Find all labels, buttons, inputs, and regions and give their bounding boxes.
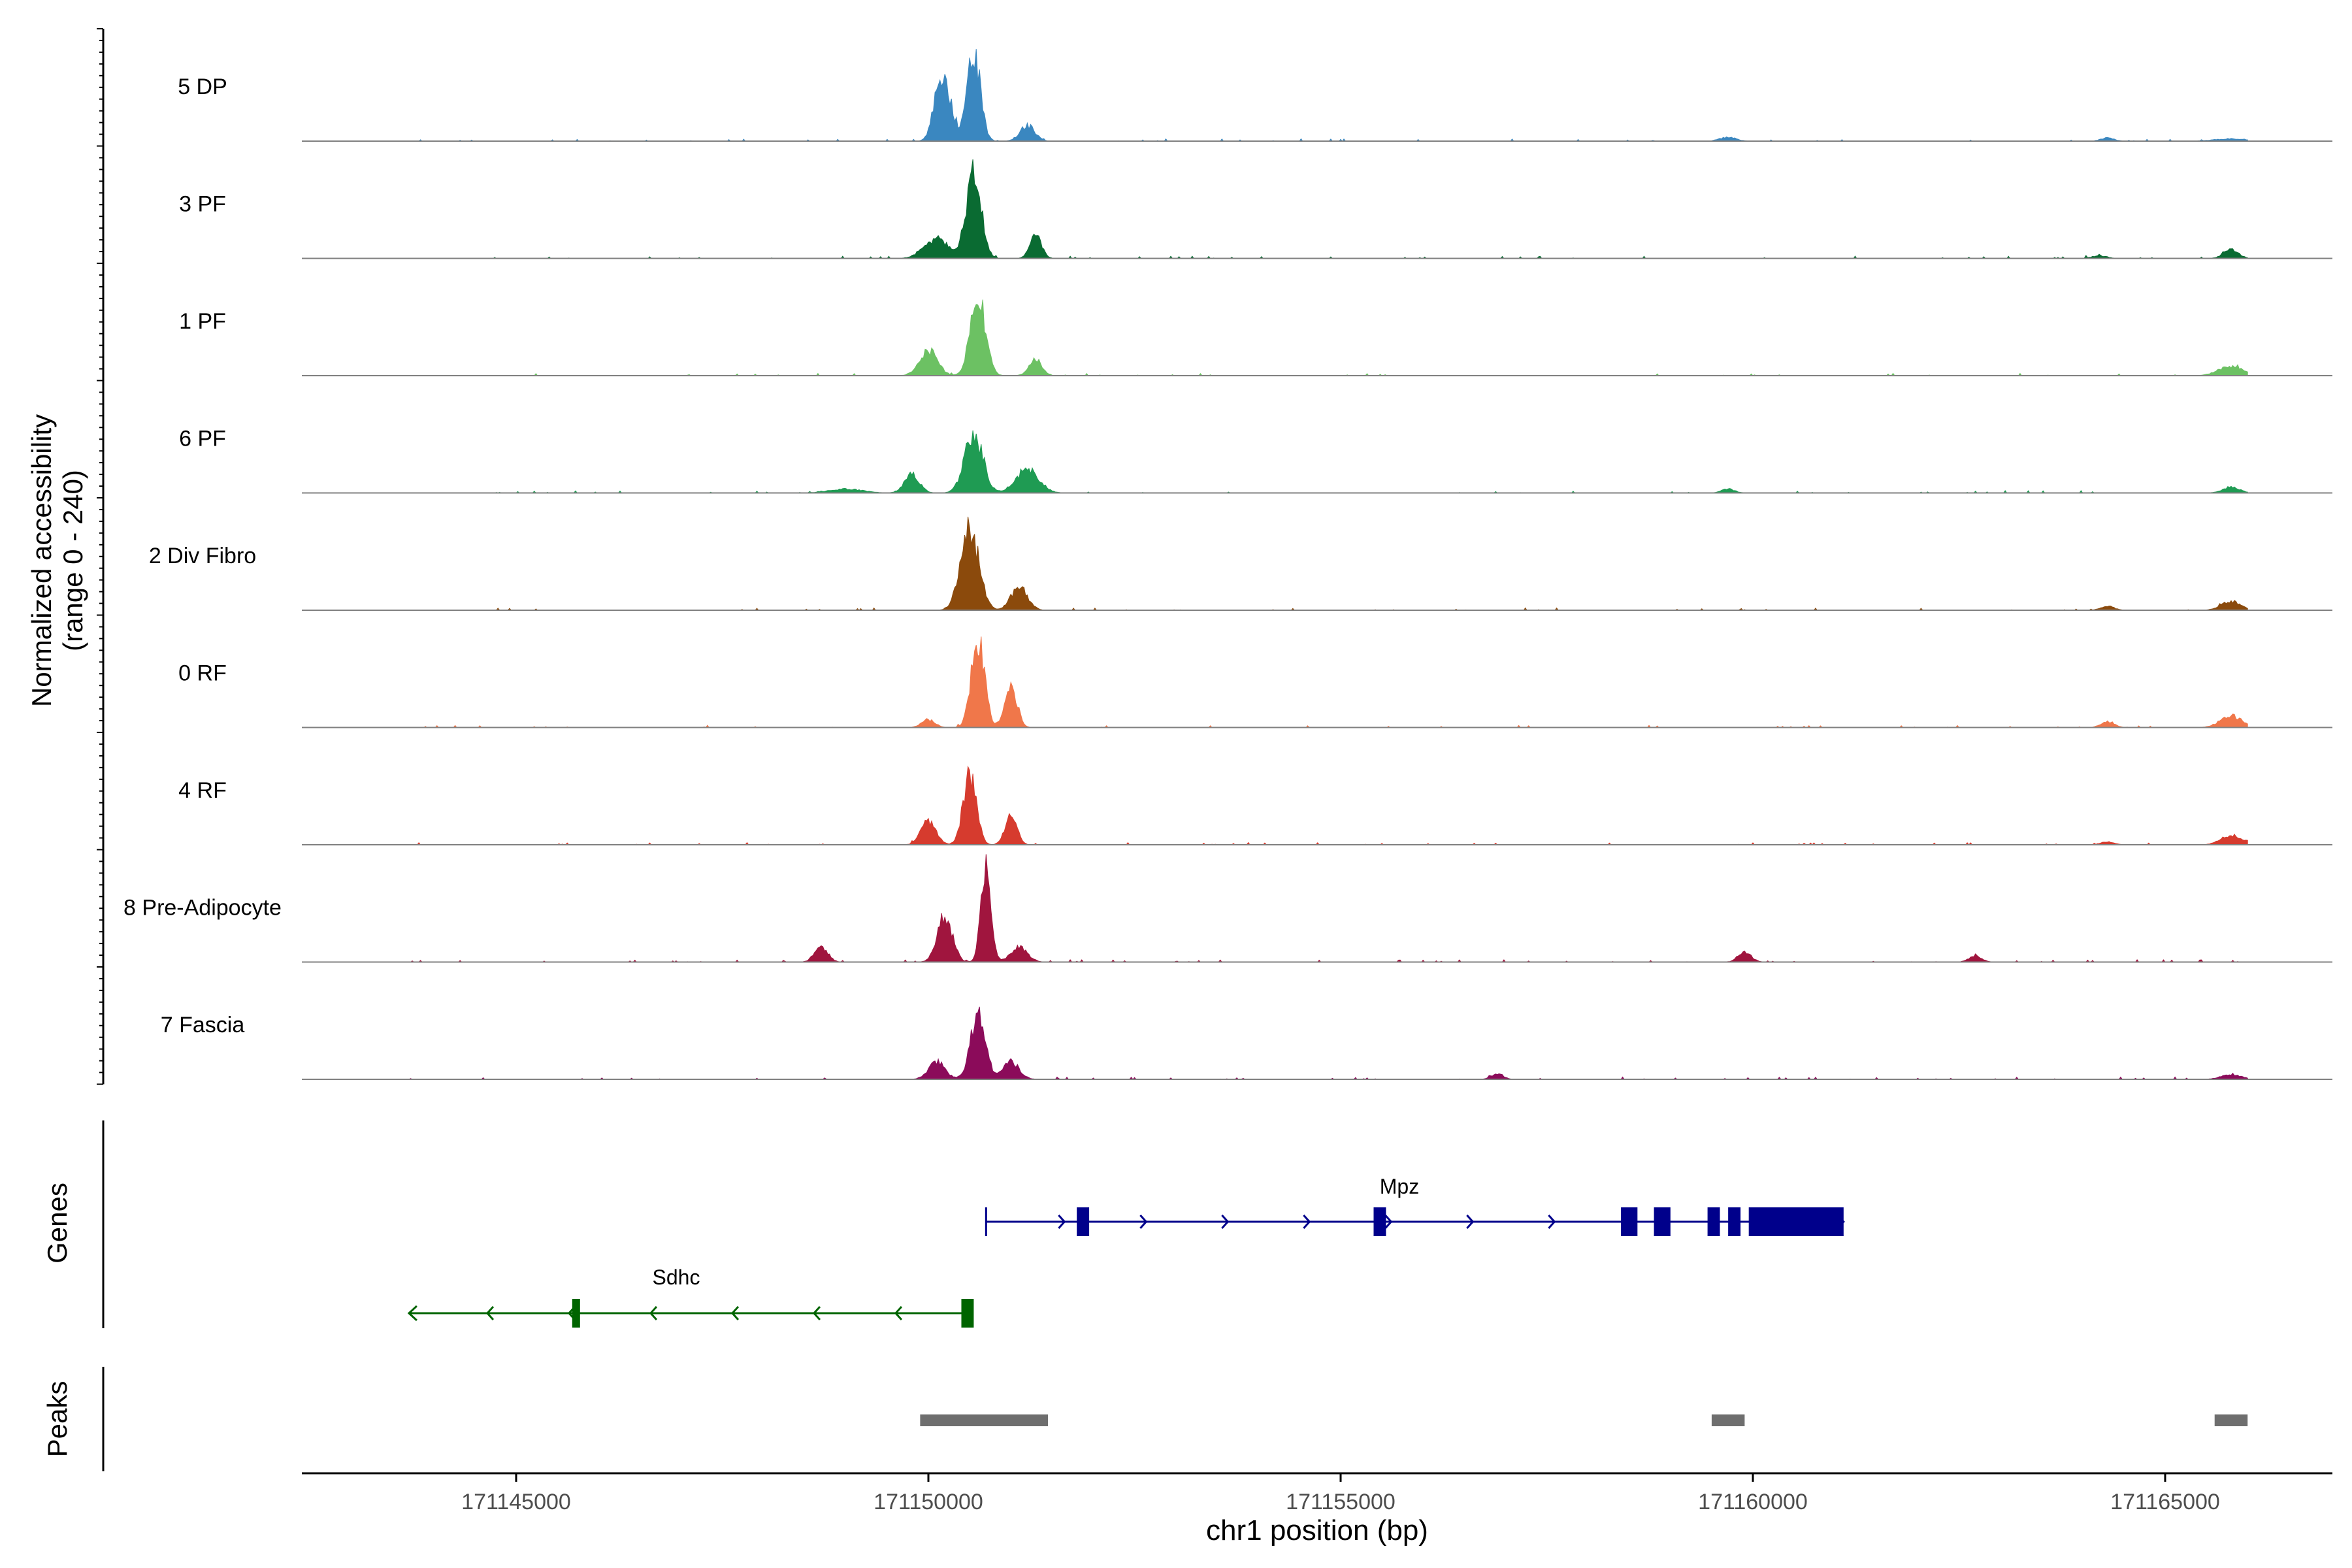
track-label: 8 Pre-Adipocyte: [123, 896, 282, 921]
exon: [1373, 1207, 1386, 1236]
peak-bar: [1711, 1414, 1745, 1426]
exon: [1728, 1207, 1741, 1236]
coverage-tracks: 5 DP 3 PF 1 PF 6 PF 2 Div Fibro 0 RF 4 RF 8 Pre…: [123, 49, 2332, 1080]
exon: [961, 1299, 974, 1328]
y-axis-label-line2: (range 0 - 240): [57, 470, 88, 651]
track-label: 6 PF: [179, 427, 226, 451]
peaks-panel: Peaks: [42, 1367, 2248, 1471]
coverage-y-axis: [97, 28, 105, 1085]
track-label: 4 RF: [178, 778, 227, 803]
track-label: 0 RF: [178, 661, 227, 686]
strand-arrow: [407, 1305, 417, 1322]
strand-arrow: [649, 1305, 658, 1321]
strand-arrow: [485, 1305, 495, 1321]
x-axis-label: chr1 position (bp): [1206, 1514, 1428, 1546]
strand-arrow: [730, 1305, 740, 1321]
gene-label: Sdhc: [653, 1266, 700, 1289]
x-tick-label: 171165000: [2110, 1490, 2220, 1514]
x-tick-label: 171160000: [1698, 1490, 1808, 1514]
x-tick-label: 171150000: [874, 1490, 983, 1514]
exon: [1654, 1207, 1671, 1236]
strand-arrow: [1139, 1214, 1148, 1230]
strand-arrow: [1058, 1214, 1066, 1230]
strand-arrow: [1466, 1214, 1475, 1230]
exon: [1748, 1207, 1844, 1236]
x-tick-label: 171145000: [461, 1490, 571, 1514]
strand-arrow: [1221, 1214, 1230, 1230]
y-axis-label-line1: Normalized accessibility: [26, 414, 57, 707]
x-tick-label: 171155000: [1286, 1490, 1396, 1514]
strand-arrow: [1384, 1214, 1393, 1230]
peak-bar: [2214, 1414, 2248, 1426]
gene-label: Mpz: [1380, 1175, 1419, 1198]
exon: [1077, 1207, 1090, 1236]
genes-panel: Genes Mpz Sdhc: [42, 1120, 1846, 1328]
strand-arrow: [812, 1305, 821, 1321]
exon: [1707, 1207, 1720, 1236]
strand-arrow: [1548, 1214, 1556, 1230]
x-axis: 171145000 171150000 171155000 171160000 1711…: [302, 1472, 2332, 1546]
track-label: 1 PF: [179, 309, 226, 334]
track-label: 3 PF: [179, 192, 226, 217]
strand-arrow: [894, 1305, 903, 1321]
genes-label: Genes: [42, 1183, 73, 1264]
strand-arrow: [1303, 1214, 1311, 1230]
exon: [1621, 1207, 1638, 1236]
track-label: 7 Fascia: [161, 1013, 245, 1037]
peak-bar: [920, 1414, 1048, 1426]
track-label: 5 DP: [178, 74, 227, 99]
track-label: 2 Div Fibro: [149, 544, 256, 568]
exon: [572, 1299, 580, 1328]
peaks-label: Peaks: [42, 1381, 73, 1458]
